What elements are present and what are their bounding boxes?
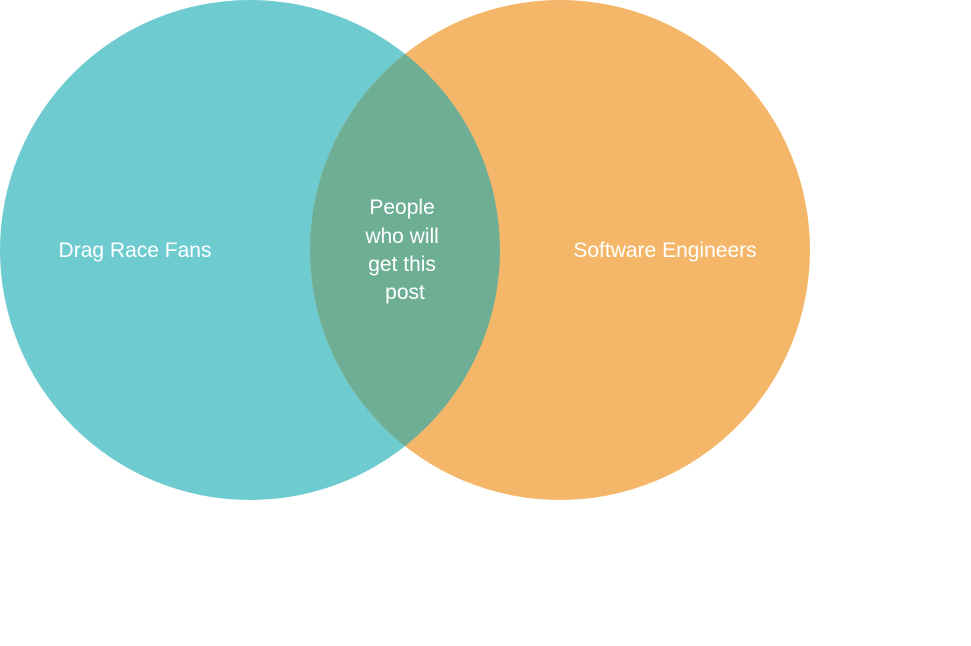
- intersection-label-line: post: [385, 281, 425, 304]
- intersection-label-line: get this: [368, 253, 436, 276]
- drag-race-fans-label: Drag Race Fans: [59, 239, 212, 262]
- software-engineers-label: Software Engineers: [573, 239, 756, 262]
- intersection-label-line: who will: [364, 225, 439, 248]
- intersection-region: [310, 0, 500, 500]
- intersection-label: People who will get this post: [364, 196, 444, 304]
- intersection-label-line: People: [369, 196, 434, 219]
